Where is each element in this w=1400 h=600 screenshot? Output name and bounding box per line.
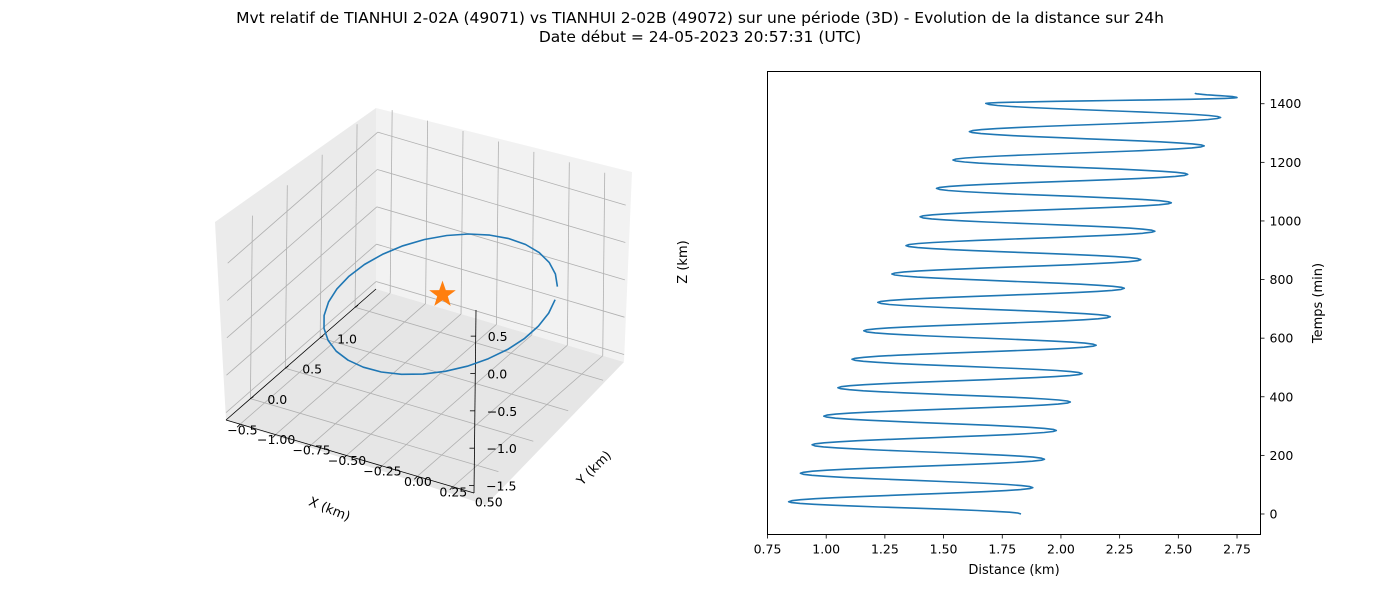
grid-line-x-floor (285, 367, 534, 442)
y-tick-label: −0.50 (328, 453, 366, 468)
x-tick-label: 2.75 (1223, 542, 1251, 557)
x-tick-label: 0.75 (754, 542, 782, 557)
y-tick (414, 476, 418, 480)
z-tick-label: 0.0 (487, 366, 507, 381)
y-tick-label: 1400 (1270, 96, 1302, 111)
grid-line-z-left (225, 281, 377, 413)
grid-line-z-right (377, 169, 626, 243)
grid-line-y-wall (531, 151, 535, 335)
grid-line-y-wall (496, 141, 499, 325)
grid-line-z-right (377, 131, 626, 206)
y-tick (307, 444, 312, 449)
y-tick-label: 0.00 (404, 474, 432, 489)
x-tick-label: 1.25 (871, 542, 899, 557)
x-axis-label: X (km) (306, 495, 352, 525)
z-axis-label: Z (km) (676, 240, 691, 283)
figure-title: Mvt relatif de TIANHUI 2-02A (49071) vs … (0, 9, 1400, 47)
y-axis-label: Y (km) (574, 448, 615, 489)
axes-3d: −0.5 0.0 0.5 1.0 −1.00−0.75−0.50−0.250.00 0.2… (225, 288, 517, 510)
orbit-3d-plot: −0.5 0.0 0.5 1.0 −1.00−0.75−0.50−0.250.00 0.2… (215, 108, 691, 525)
x-tick (319, 335, 324, 339)
grid-line-z-left (227, 131, 378, 264)
grid-line-y-floor (381, 334, 533, 467)
grid-line-y-wall (602, 172, 606, 356)
y-tick-label: −0.75 (292, 443, 330, 458)
y-axis-ticks: 0 200 400 600 800 1000 1200 1400 (1260, 96, 1302, 521)
y-tick (378, 465, 383, 470)
grid-line-x-floor (250, 398, 499, 473)
grid-line-x-wall (284, 185, 288, 369)
y-tick-label: 800 (1270, 272, 1294, 287)
x-tick (354, 304, 359, 308)
x-tick-label: 1.50 (930, 542, 958, 557)
floor-pane (226, 289, 624, 505)
title-line-1: Mvt relatif de TIANHUI 2-02A (49071) vs … (236, 9, 1164, 27)
grid-line-x-wall (250, 215, 253, 399)
grid-line-y-wall (389, 110, 393, 294)
grid-line-y-wall (566, 162, 570, 346)
back-pane-left (215, 108, 376, 420)
grid-line-x-wall (354, 124, 358, 308)
x-tick-label: 1.75 (988, 542, 1016, 557)
y-tick-label: 600 (1270, 331, 1294, 346)
y-tick (449, 486, 454, 491)
y-tick-label: 200 (1270, 448, 1294, 463)
x-axis-ticks: 0.75 1.00 1.25 1.50 1.75 2.00 2.25 2.50 2.75 (754, 534, 1251, 557)
grid-line-y-wall (425, 120, 428, 304)
x-tick-label: 1.0 (337, 331, 357, 346)
grid-line-x-wall (319, 154, 323, 338)
x-tick (285, 365, 289, 369)
title-line-2: Date début = 24-05-2023 20:57:31 (UTC) (538, 28, 862, 46)
y-axis-line (225, 419, 475, 494)
x-tick-label: 0.5 (302, 362, 322, 377)
grid-line-z-left (226, 243, 377, 376)
grid-line-z-right (376, 243, 625, 318)
x-tick-label: 1.00 (812, 542, 840, 557)
y-tick-label: 0.50 (475, 495, 503, 510)
y-tick (272, 434, 276, 438)
x-tick-label: 0.0 (267, 392, 287, 407)
grid-line-z-left (227, 169, 378, 301)
y-tick-label: 400 (1270, 389, 1294, 404)
y-tick-label: −1.00 (257, 432, 295, 447)
y-tick-label: 0.25 (439, 484, 467, 499)
grid-line-y-wall (460, 131, 464, 315)
grid-line-y-floor (417, 345, 568, 477)
z-axis-line (473, 309, 477, 494)
grid-line-x-floor (320, 337, 569, 412)
grid-line-z-right (375, 281, 625, 355)
grid-line-y-floor (452, 355, 604, 488)
grid-line-z-left (226, 206, 378, 339)
x-tick-label: 2.00 (1047, 542, 1075, 557)
z-tick-label: −1.0 (486, 441, 516, 456)
y-tick (343, 455, 347, 459)
grid-line-z-right (376, 206, 626, 281)
distance-series-line (787, 92, 1238, 515)
y-tick-label: 1000 (1270, 213, 1302, 228)
grid-line-y-floor (310, 313, 462, 446)
grid-line-y-floor (346, 324, 497, 456)
x-axis-label: Distance (km) (968, 563, 1059, 578)
x-tick-label: −0.5 (227, 423, 257, 438)
y-tick-label: 1200 (1270, 155, 1302, 170)
z-tick-label: −0.5 (487, 404, 517, 419)
x-tick-label: 2.25 (1106, 542, 1134, 557)
grid-3d (225, 110, 626, 488)
grid-line-x-floor (354, 306, 604, 381)
y-tick-label: −0.25 (363, 463, 401, 478)
plot-area-frame (767, 71, 1261, 535)
grid-line-y-floor (275, 303, 426, 435)
y-axis-label: Temps (min) (1311, 263, 1326, 344)
grid-line-y-floor (239, 292, 391, 425)
x-tick-label: 2.50 (1164, 542, 1192, 557)
x-tick (250, 396, 254, 400)
star-marker-icon (429, 280, 456, 306)
z-tick-label: −1.5 (486, 479, 516, 494)
y-tick (236, 423, 241, 428)
orbit-trajectory (323, 233, 559, 376)
z-tick-label: 0.5 (488, 329, 508, 344)
y-tick-label: 0 (1270, 506, 1278, 521)
